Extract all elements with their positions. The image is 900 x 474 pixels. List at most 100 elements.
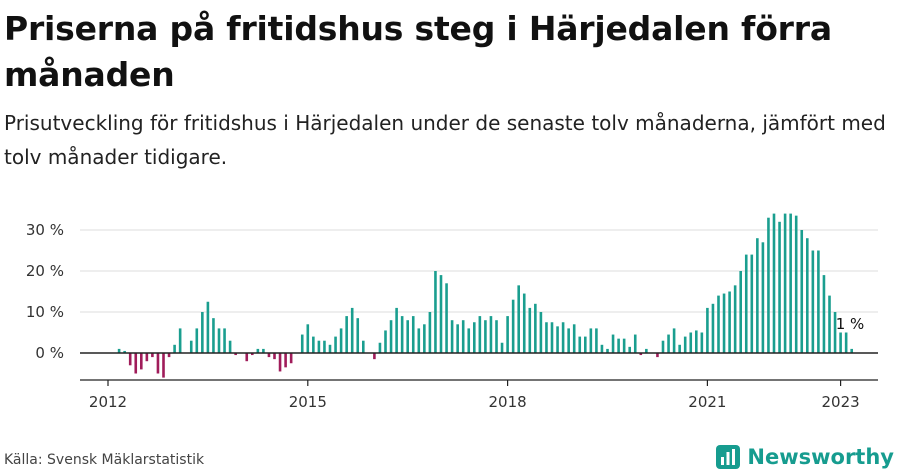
x-tick-label: 2018 (489, 393, 527, 411)
bar (439, 275, 443, 353)
bar (156, 353, 160, 374)
bar (339, 328, 343, 353)
bar (251, 353, 254, 356)
bar (822, 275, 826, 353)
bar (173, 344, 176, 353)
bar (667, 334, 670, 353)
bar (473, 322, 476, 353)
bar (739, 271, 742, 353)
bar (672, 328, 676, 353)
bar (600, 344, 604, 353)
bar (683, 336, 687, 353)
bar (495, 320, 498, 353)
bar (617, 338, 620, 353)
bar (212, 318, 215, 353)
bar (606, 348, 609, 353)
bar (362, 340, 365, 353)
bar (151, 353, 154, 358)
newsworthy-logo-icon (716, 445, 741, 469)
x-tick-label: 2023 (822, 393, 860, 411)
bar (434, 271, 437, 353)
bar (695, 330, 698, 353)
bar (312, 336, 315, 353)
bar (456, 324, 459, 353)
bar (567, 328, 570, 353)
bar (750, 254, 754, 353)
bar (550, 322, 554, 353)
bar (428, 312, 432, 353)
bar (334, 336, 337, 353)
bar (262, 348, 265, 353)
bar (783, 213, 787, 353)
bar (772, 213, 776, 353)
bar (639, 353, 643, 356)
bar (534, 303, 537, 353)
bar (789, 213, 792, 353)
y-tick-label: 20 % (26, 262, 64, 280)
bar (411, 316, 415, 353)
bar (633, 334, 637, 353)
bar (778, 221, 781, 353)
bar (584, 336, 587, 353)
bar (817, 250, 820, 353)
bar-chart: 0 % 10 % 20 % 30 % 2012 2015 2018 2021 2023 1 % (26, 213, 878, 411)
brand[interactable]: Newsworthy (715, 442, 894, 472)
bar (539, 312, 543, 353)
bar (284, 353, 287, 368)
bar (833, 312, 837, 353)
bar (628, 346, 631, 353)
bar (794, 215, 798, 353)
bar (389, 320, 393, 353)
bar (201, 312, 204, 353)
x-tick-label: 2015 (289, 393, 327, 411)
bar (522, 293, 526, 353)
y-tick-label: 10 % (26, 303, 64, 321)
bar (300, 334, 304, 353)
bar (744, 254, 748, 353)
bar (761, 242, 765, 353)
bar (117, 348, 121, 353)
x-tick-label: 2012 (89, 393, 127, 411)
bar (273, 353, 276, 360)
bar (373, 353, 376, 360)
bar (189, 340, 193, 353)
bar (145, 353, 149, 362)
bar (622, 338, 626, 353)
bar (317, 340, 321, 353)
bar (528, 307, 532, 353)
bar (722, 293, 726, 353)
bar (717, 295, 720, 353)
bar (706, 307, 709, 353)
bar (767, 217, 770, 353)
bar (517, 285, 520, 353)
bar (850, 348, 853, 353)
bar (278, 353, 282, 372)
bar (484, 320, 487, 353)
bar (511, 299, 515, 353)
bar (506, 316, 509, 353)
bar (140, 353, 143, 370)
bar (478, 316, 482, 353)
bar (489, 316, 493, 353)
bar (178, 328, 182, 353)
bar (445, 283, 448, 353)
bar (406, 320, 409, 353)
bar (195, 328, 199, 353)
bar (561, 322, 565, 353)
bar (395, 307, 398, 353)
bar (245, 353, 249, 362)
bar (711, 303, 715, 353)
bar (545, 322, 548, 353)
bars (117, 213, 853, 378)
x-tick-label: 2021 (688, 393, 726, 411)
bar (234, 353, 237, 356)
bar (289, 353, 293, 364)
bar (661, 340, 665, 353)
y-tick-label: 30 % (26, 221, 64, 239)
source-note: Källa: Svensk Mäklarstatistik (4, 452, 205, 468)
bar (461, 320, 465, 353)
bar (611, 334, 615, 353)
bar (828, 295, 831, 353)
bar (256, 348, 260, 353)
axes: 0 % 10 % 20 % 30 % 2012 2015 2018 2021 2023 1 % (26, 221, 878, 411)
